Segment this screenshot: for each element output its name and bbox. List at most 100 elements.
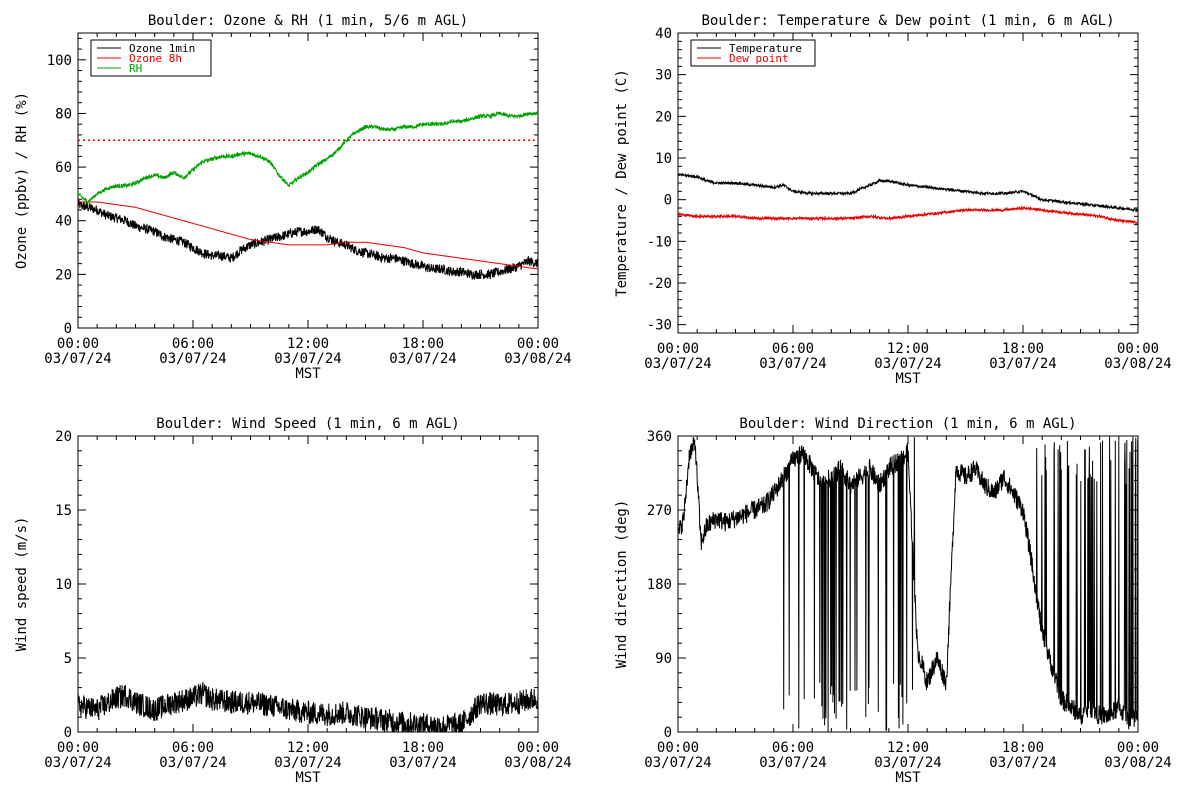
- x-tick-label-date: 03/07/24: [874, 755, 941, 771]
- y-tick-label: 360: [647, 429, 672, 445]
- y-tick-label: 270: [647, 503, 672, 519]
- x-tick-label-time: 12:00: [887, 341, 929, 357]
- legend-entry: Temperature: [729, 42, 802, 55]
- x-tick-label-date: 03/07/24: [389, 351, 456, 367]
- x-tick-label-time: 00:00: [57, 336, 99, 352]
- chart-title: Boulder: Wind Speed (1 min, 6 m AGL): [156, 416, 459, 432]
- y-axis-label: Wind speed (m/s): [14, 517, 30, 652]
- x-tick-label-date: 03/07/24: [159, 755, 226, 771]
- x-tick-label-date: 03/07/24: [989, 356, 1056, 372]
- x-tick-label-time: 18:00: [1002, 740, 1044, 756]
- plot-frame: [77, 435, 539, 733]
- chart-panel-2: Boulder: Temperature & Dew point (1 min,…: [614, 13, 1172, 387]
- y-tick-label: 5: [64, 651, 72, 667]
- series-line-3: [78, 111, 538, 205]
- x-tick-label-time: 12:00: [887, 740, 929, 756]
- y-tick-label: 80: [55, 106, 72, 122]
- x-tick-label-time: 18:00: [1002, 341, 1044, 357]
- plot-area: [78, 681, 538, 732]
- x-tick-label-time: 00:00: [657, 341, 699, 357]
- plot-area: [78, 111, 538, 280]
- y-tick-label: 0: [64, 725, 72, 741]
- chart-panel-1: Boulder: Ozone & RH (1 min, 5/6 m AGL) 0 2…: [14, 13, 572, 382]
- series-line-1: [78, 200, 538, 280]
- y-axis-label: Temperature / Dew point (C): [614, 69, 630, 297]
- x-axis-label: MST: [895, 371, 921, 387]
- y-tick-label: 40: [55, 214, 72, 230]
- x-tick-label-time: 12:00: [287, 740, 329, 756]
- x-tick-label-date: 03/07/24: [44, 755, 111, 771]
- chart-title: Boulder: Wind Direction (1 min, 6 m AGL): [739, 416, 1076, 432]
- x-tick-label-date: 03/07/24: [389, 755, 456, 771]
- y-tick-label: 40: [655, 26, 672, 42]
- x-tick-label-date: 03/07/24: [644, 755, 711, 771]
- x-tick-label-date: 03/07/24: [44, 351, 111, 367]
- y-axis-label: Wind direction (deg): [614, 500, 630, 669]
- y-tick-label: 0: [664, 725, 672, 741]
- y-tick-label: -30: [647, 318, 672, 334]
- x-tick-label-time: 06:00: [772, 341, 814, 357]
- chart-title: Boulder: Temperature & Dew point (1 min,…: [701, 13, 1114, 29]
- x-tick-label-date: 03/07/24: [159, 351, 226, 367]
- legend-entry: Ozone 1min: [129, 42, 195, 55]
- legend-box: [690, 39, 816, 67]
- plot-area: [678, 436, 1138, 732]
- x-tick-label-date: 03/07/24: [989, 755, 1056, 771]
- y-tick-label: 20: [55, 429, 72, 445]
- y-tick-label: 180: [647, 577, 672, 593]
- x-tick-label-date: 03/07/24: [644, 356, 711, 372]
- y-tick-label: 20: [55, 267, 72, 283]
- y-tick-label: 10: [655, 151, 672, 167]
- x-tick-label-time: 00:00: [1117, 341, 1159, 357]
- series-line-2: [678, 205, 1138, 225]
- legend-entry: RH: [129, 62, 142, 75]
- plot-frame: [77, 32, 539, 329]
- x-axis-label: MST: [895, 770, 921, 786]
- y-tick-label: 15: [55, 503, 72, 519]
- series-line-1: [78, 681, 538, 732]
- legend-entry: Ozone 8h: [129, 52, 182, 65]
- y-tick-label: 10: [55, 577, 72, 593]
- legend-entry: Dew point: [729, 52, 789, 65]
- y-tick-label: -10: [647, 234, 672, 250]
- x-axis-label: MST: [295, 366, 321, 382]
- x-tick-label-time: 00:00: [1117, 740, 1159, 756]
- x-tick-label-date: 03/07/24: [759, 755, 826, 771]
- series-line-1: [678, 436, 1138, 732]
- x-tick-label-date: 03/07/24: [274, 755, 341, 771]
- y-tick-label: 60: [55, 160, 72, 176]
- series-line-2: [78, 201, 538, 270]
- y-tick-label: 20: [655, 109, 672, 125]
- series-line-1: [678, 172, 1138, 213]
- x-tick-label-time: 00:00: [57, 740, 99, 756]
- y-tick-label: 90: [655, 651, 672, 667]
- x-tick-label-date: 03/08/24: [504, 351, 571, 367]
- x-tick-label-time: 18:00: [402, 740, 444, 756]
- y-tick-label: 100: [47, 53, 72, 69]
- y-tick-label: 0: [64, 321, 72, 337]
- x-tick-label-time: 00:00: [657, 740, 699, 756]
- x-tick-label-time: 06:00: [772, 740, 814, 756]
- x-tick-label-date: 03/07/24: [759, 356, 826, 372]
- x-tick-label-date: 03/08/24: [1104, 356, 1171, 372]
- x-tick-label-time: 00:00: [517, 740, 559, 756]
- x-tick-label-date: 03/08/24: [1104, 755, 1171, 771]
- y-tick-label: -20: [647, 276, 672, 292]
- x-tick-label-time: 18:00: [402, 336, 444, 352]
- chart-title: Boulder: Ozone & RH (1 min, 5/6 m AGL): [148, 13, 468, 29]
- y-tick-label: 30: [655, 68, 672, 84]
- x-axis-label: MST: [295, 770, 321, 786]
- y-tick-label: 0: [664, 193, 672, 209]
- x-tick-label-date: 03/07/24: [274, 351, 341, 367]
- plot-area: [678, 172, 1138, 225]
- chart-panel-3: Boulder: Wind Speed (1 min, 6 m AGL) 0 5 10…: [14, 416, 572, 786]
- y-axis-label: Ozone (ppbv) / RH (%): [14, 92, 30, 269]
- x-tick-label-time: 06:00: [172, 740, 214, 756]
- x-tick-label-time: 00:00: [517, 336, 559, 352]
- x-tick-label-time: 12:00: [287, 336, 329, 352]
- x-tick-label-date: 03/08/24: [504, 755, 571, 771]
